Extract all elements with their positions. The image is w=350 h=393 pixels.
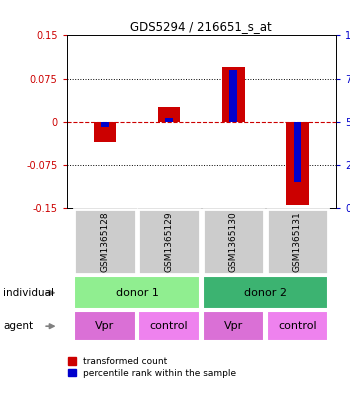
Bar: [230, 70, 237, 122]
Text: donor 1: donor 1: [116, 288, 159, 298]
Bar: [203, 209, 264, 274]
Bar: [138, 209, 200, 274]
Text: GSM1365130: GSM1365130: [229, 211, 238, 272]
Text: agent: agent: [4, 321, 34, 331]
Text: control: control: [150, 321, 189, 331]
Bar: [74, 276, 200, 309]
Text: GSM1365129: GSM1365129: [164, 211, 174, 272]
Text: Vpr: Vpr: [224, 321, 243, 331]
Bar: [203, 311, 264, 341]
Bar: [203, 276, 328, 309]
Text: individual: individual: [4, 288, 55, 298]
Bar: [74, 311, 136, 341]
Text: GSM1365131: GSM1365131: [293, 211, 302, 272]
Text: donor 2: donor 2: [244, 288, 287, 298]
Bar: [222, 67, 245, 122]
Bar: [286, 122, 309, 206]
Bar: [158, 107, 180, 122]
Bar: [94, 122, 116, 142]
Bar: [101, 122, 109, 127]
Text: control: control: [278, 321, 317, 331]
Bar: [267, 311, 328, 341]
Bar: [138, 311, 200, 341]
Bar: [165, 118, 173, 122]
Bar: [294, 122, 301, 182]
Legend: transformed count, percentile rank within the sample: transformed count, percentile rank withi…: [68, 357, 236, 378]
Bar: [74, 209, 136, 274]
Title: GDS5294 / 216651_s_at: GDS5294 / 216651_s_at: [130, 20, 272, 33]
Text: GSM1365128: GSM1365128: [100, 211, 110, 272]
Bar: [267, 209, 328, 274]
Text: Vpr: Vpr: [95, 321, 115, 331]
